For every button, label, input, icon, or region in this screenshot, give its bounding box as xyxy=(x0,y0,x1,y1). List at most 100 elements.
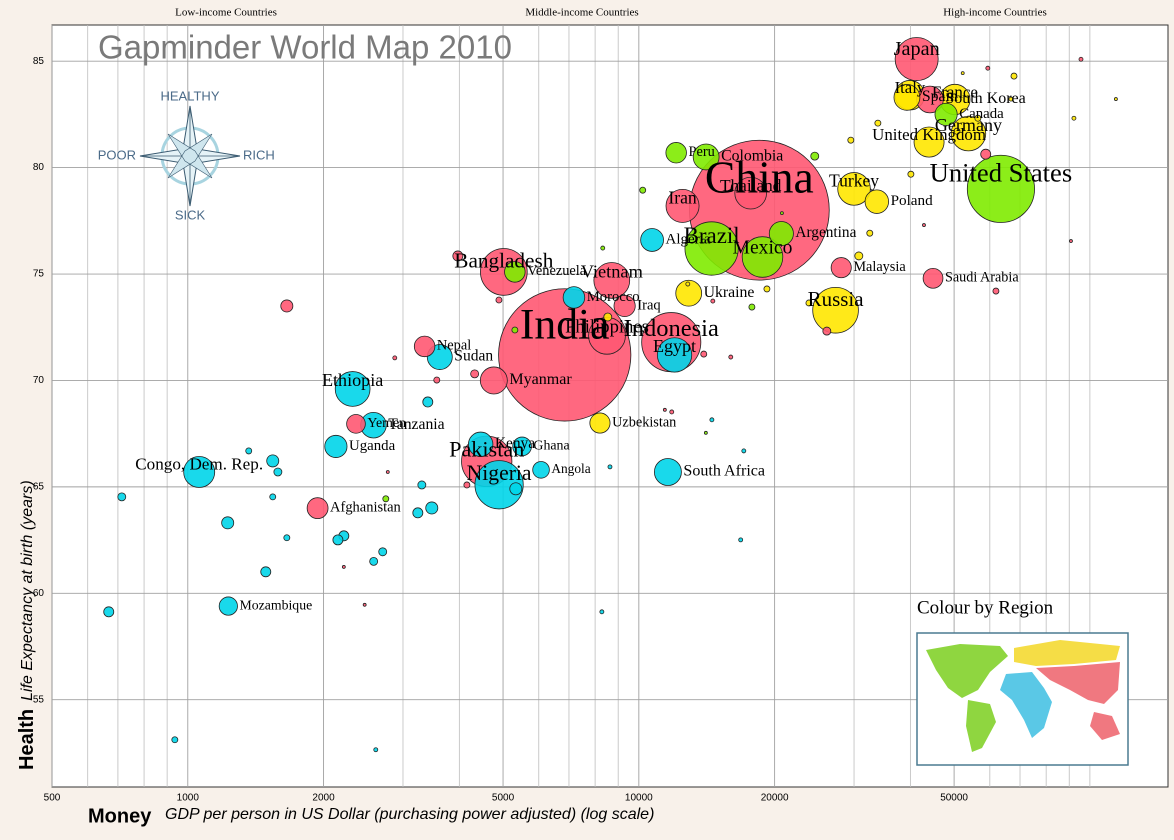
bubble xyxy=(665,142,687,164)
country-label: India xyxy=(520,300,610,348)
legend: Colour by Region xyxy=(916,597,1129,766)
bubble xyxy=(273,467,283,477)
bubble xyxy=(854,251,864,261)
bubble xyxy=(369,556,379,566)
bubble xyxy=(324,434,348,458)
bubble xyxy=(741,448,747,454)
country-label: Argentina xyxy=(795,224,856,241)
country-label: Myanmar xyxy=(509,371,572,388)
bubble xyxy=(665,188,700,223)
bubble xyxy=(452,250,464,262)
country-label: United States xyxy=(930,158,1073,188)
x-axis-label-bold: Money xyxy=(88,805,152,827)
bubble xyxy=(703,430,708,435)
bubble xyxy=(728,354,734,360)
bubble xyxy=(669,409,675,415)
grid xyxy=(51,25,1168,787)
bubble xyxy=(260,566,272,578)
income-label: Middle-income Countries xyxy=(525,7,638,19)
bubble xyxy=(218,596,238,616)
country-label: Uzbekistan xyxy=(612,414,676,430)
bubble xyxy=(613,294,636,317)
bubble xyxy=(847,136,855,144)
country-label: Japan xyxy=(894,38,940,60)
y-axis-label: Health Life Expectancy at birth (years) xyxy=(16,480,38,770)
bubble xyxy=(656,337,693,373)
bubble xyxy=(183,456,216,488)
bubble xyxy=(709,417,715,423)
bubble xyxy=(474,460,524,510)
y-tick-label: 65 xyxy=(33,482,45,493)
x-tick-label: 500 xyxy=(44,793,61,804)
bubble xyxy=(980,148,992,160)
country-label: United Kingdom xyxy=(872,125,986,144)
bubble xyxy=(346,414,366,434)
bubble xyxy=(378,547,388,557)
bubble xyxy=(675,279,703,307)
country-label: Venezuela xyxy=(527,263,587,279)
bubble xyxy=(741,236,784,278)
country-label: Pakistan xyxy=(449,436,524,461)
country-label: China xyxy=(705,152,814,203)
bubble xyxy=(117,492,127,502)
bubble xyxy=(495,296,503,304)
bubble xyxy=(221,516,235,530)
bubble xyxy=(382,495,390,503)
bubble xyxy=(266,454,280,468)
compass: HEALTHY SICK POOR RICH xyxy=(98,88,275,222)
country-label: Algeria xyxy=(666,231,711,247)
country-label: Russia xyxy=(808,287,864,311)
bubble xyxy=(468,431,494,457)
x-tick-label: 20000 xyxy=(761,793,789,804)
country-label: Mexico xyxy=(733,237,793,258)
bubble xyxy=(392,355,398,361)
bubble xyxy=(985,65,991,71)
country-label: Malaysia xyxy=(853,259,906,275)
bubble xyxy=(413,335,436,358)
bubble xyxy=(280,299,294,313)
bubble xyxy=(103,606,115,618)
income-label: High-income Countries xyxy=(943,7,1047,19)
bubble xyxy=(600,245,606,251)
country-label: Morocco xyxy=(587,289,640,305)
bubble-labels: China India United States Indonesia Brazil Pa… xyxy=(135,38,1072,612)
bubble xyxy=(511,326,519,334)
x-tick-label: 2000 xyxy=(312,793,335,804)
legend-title: Colour by Region xyxy=(917,597,1054,618)
country-label: Brazil xyxy=(684,223,740,248)
bubble xyxy=(974,114,982,122)
bubble xyxy=(470,369,480,379)
country-label: Italy xyxy=(895,78,926,97)
bubble xyxy=(684,221,739,276)
bubble xyxy=(768,221,794,247)
bubble xyxy=(373,747,379,753)
bubble xyxy=(922,267,944,289)
bubble xyxy=(1071,115,1077,121)
bubble xyxy=(269,493,277,501)
compass-label: SICK xyxy=(175,207,206,222)
bubble xyxy=(640,228,664,252)
country-label: Mozambique xyxy=(239,597,312,612)
x-tick-label: 50000 xyxy=(940,793,968,804)
bubble xyxy=(425,501,439,515)
bubble xyxy=(837,172,871,206)
bubble xyxy=(412,507,424,519)
country-label: Uganda xyxy=(349,438,396,454)
y-tick-label: 55 xyxy=(33,694,45,705)
bubble xyxy=(864,189,889,214)
bubble xyxy=(1069,239,1073,243)
bubble xyxy=(603,312,613,322)
bubble xyxy=(1010,72,1018,80)
bubble xyxy=(479,366,508,395)
country-label: Ukraine xyxy=(704,284,755,301)
country-label: Saudi Arabia xyxy=(945,270,1019,286)
y-tick-label: 70 xyxy=(33,375,45,386)
country-label: Iran xyxy=(668,187,697,207)
bubble xyxy=(960,71,965,76)
bubble xyxy=(341,565,346,569)
bubble xyxy=(171,736,179,744)
bubble xyxy=(417,480,427,490)
bubble xyxy=(950,115,987,152)
compass-label: RICH xyxy=(243,147,275,162)
